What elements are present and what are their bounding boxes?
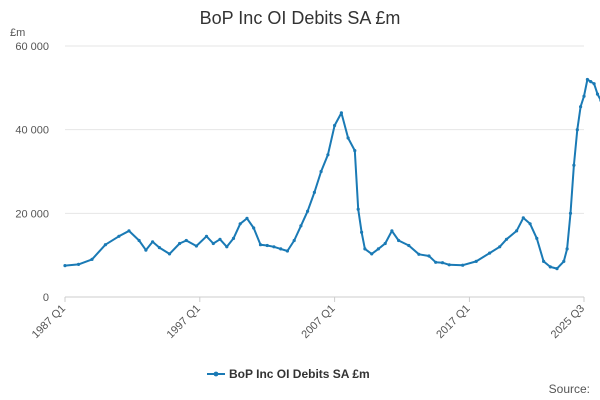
gridlines <box>65 45 584 214</box>
chart-title: BoP Inc OI Debits SA £m <box>199 8 401 28</box>
data-point[interactable] <box>488 251 492 255</box>
data-point[interactable] <box>376 247 380 251</box>
data-point[interactable] <box>144 248 148 252</box>
data-point[interactable] <box>299 224 303 228</box>
data-point[interactable] <box>245 216 249 220</box>
data-point[interactable] <box>562 259 566 263</box>
data-point[interactable] <box>346 136 350 140</box>
data-point[interactable] <box>127 229 131 233</box>
y-tick-label: 20 000 <box>15 208 49 220</box>
data-point[interactable] <box>447 263 451 267</box>
data-point[interactable] <box>363 247 367 251</box>
legend[interactable]: BoP Inc OI Debits SA £m <box>207 367 370 381</box>
data-point[interactable] <box>238 222 242 226</box>
data-point[interactable] <box>528 222 532 226</box>
data-point[interactable] <box>565 247 569 251</box>
data-point[interactable] <box>157 246 161 250</box>
data-point[interactable] <box>231 236 236 240</box>
data-point[interactable] <box>575 128 579 132</box>
legend-label: BoP Inc OI Debits SA £m <box>229 367 370 381</box>
data-point[interactable] <box>319 169 323 174</box>
data-point[interactable] <box>204 234 209 238</box>
data-point[interactable] <box>258 243 263 247</box>
data-point[interactable] <box>535 236 539 240</box>
data-point[interactable] <box>370 252 374 256</box>
y-tick-label: 40 000 <box>15 125 49 137</box>
x-tick-label: 2017 Q1 <box>434 303 472 341</box>
x-tick-label: 2025 Q3 <box>549 303 587 341</box>
data-point[interactable] <box>521 216 525 220</box>
data-point[interactable] <box>63 264 67 268</box>
data-point[interactable] <box>568 211 573 215</box>
data-point[interactable] <box>427 254 431 258</box>
data-point[interactable] <box>589 80 593 84</box>
data-point[interactable] <box>252 226 256 230</box>
data-point[interactable] <box>407 243 411 248</box>
data-point[interactable] <box>390 229 394 233</box>
data-point[interactable] <box>360 230 364 234</box>
data-point[interactable] <box>504 237 509 241</box>
data-point[interactable] <box>225 245 229 249</box>
y-axis-ticks: 0 20 000 40 000 60 000 <box>15 41 49 304</box>
data-point[interactable] <box>555 267 559 271</box>
data-point[interactable] <box>285 249 289 253</box>
data-point[interactable] <box>434 260 438 264</box>
data-point[interactable] <box>595 92 600 96</box>
data-point[interactable] <box>117 234 121 238</box>
data-point[interactable] <box>76 262 81 266</box>
data-point[interactable] <box>333 123 337 128</box>
data-point[interactable] <box>548 265 552 269</box>
data-point[interactable] <box>306 209 310 213</box>
x-tick-label: 1997 Q1 <box>165 303 203 341</box>
y-tick-label: 60 000 <box>15 41 49 53</box>
data-point[interactable] <box>103 243 107 247</box>
data-point[interactable] <box>585 77 590 82</box>
data-point[interactable] <box>353 149 357 153</box>
legend-marker-icon <box>213 371 219 377</box>
data-point[interactable] <box>515 229 519 233</box>
data-point[interactable] <box>356 207 360 211</box>
data-point[interactable] <box>151 240 155 244</box>
source-label: Source: <box>549 382 590 396</box>
data-point[interactable] <box>440 261 445 265</box>
data-point[interactable] <box>167 252 172 256</box>
data-point[interactable] <box>312 190 316 194</box>
data-point[interactable] <box>326 153 330 157</box>
data-point[interactable] <box>498 245 502 249</box>
data-point[interactable] <box>178 241 182 246</box>
data-point[interactable] <box>272 245 276 249</box>
x-tick-label: 2007 Q1 <box>299 303 337 341</box>
data-point[interactable] <box>339 111 343 115</box>
data-point[interactable] <box>265 243 269 248</box>
data-point[interactable] <box>474 259 478 263</box>
data-point[interactable] <box>592 82 596 86</box>
data-point[interactable] <box>90 257 94 261</box>
series-line <box>64 78 600 270</box>
x-tick-label: 1987 Q1 <box>30 303 68 341</box>
data-point[interactable] <box>582 94 586 98</box>
data-point[interactable] <box>579 105 583 109</box>
series-group <box>63 77 600 271</box>
data-point[interactable] <box>218 237 222 241</box>
x-axis-ticks: 1987 Q1 1997 Q1 2007 Q1 2017 Q1 2025 Q3 <box>30 297 587 341</box>
data-point[interactable] <box>417 252 421 256</box>
data-point[interactable] <box>279 247 283 251</box>
data-point[interactable] <box>572 163 576 167</box>
data-point[interactable] <box>542 259 546 263</box>
data-point[interactable] <box>211 241 215 246</box>
y-unit-label: £m <box>10 27 25 39</box>
y-tick-label: 0 <box>43 292 49 304</box>
data-point[interactable] <box>461 263 465 267</box>
data-point[interactable] <box>383 241 387 246</box>
data-point[interactable] <box>194 244 198 248</box>
data-point[interactable] <box>137 238 141 243</box>
data-point[interactable] <box>184 238 188 243</box>
data-point[interactable] <box>397 238 401 243</box>
data-point[interactable] <box>292 238 296 243</box>
